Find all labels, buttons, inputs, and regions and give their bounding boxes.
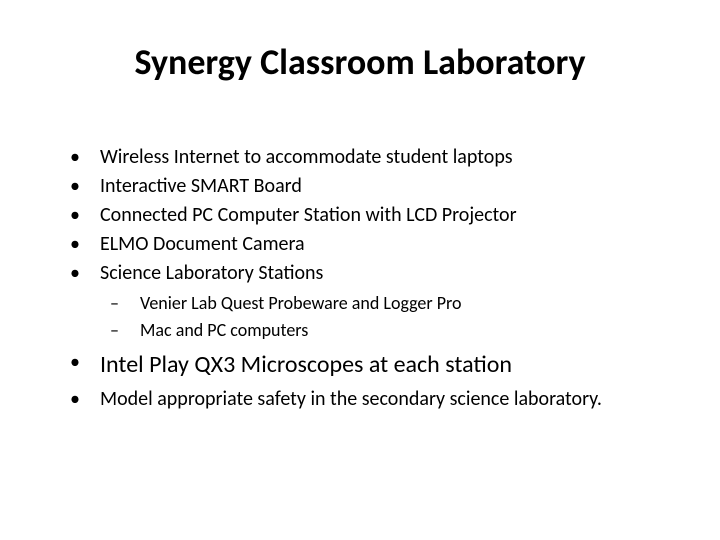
list-item: Science Laboratory Stations — [70, 260, 670, 287]
list-item: Model appropriate safety in the secondar… — [70, 386, 670, 413]
sub-bullet-list: Venier Lab Quest Probeware and Logger Pr… — [50, 291, 670, 343]
list-item: Interactive SMART Board — [70, 173, 670, 200]
slide-title: Synergy Classroom Laboratory — [50, 40, 670, 84]
list-item: Venier Lab Quest Probeware and Logger Pr… — [110, 291, 670, 316]
list-item: Connected PC Computer Station with LCD P… — [70, 202, 670, 229]
list-item: Intel Play QX3 Microscopes at each stati… — [70, 349, 670, 381]
list-item: ELMO Document Camera — [70, 231, 670, 258]
main-bullet-list-continued: Intel Play QX3 Microscopes at each stati… — [50, 349, 670, 412]
list-item: Mac and PC computers — [110, 318, 670, 343]
list-item: Wireless Internet to accommodate student… — [70, 144, 670, 171]
main-bullet-list: Wireless Internet to accommodate student… — [50, 144, 670, 287]
